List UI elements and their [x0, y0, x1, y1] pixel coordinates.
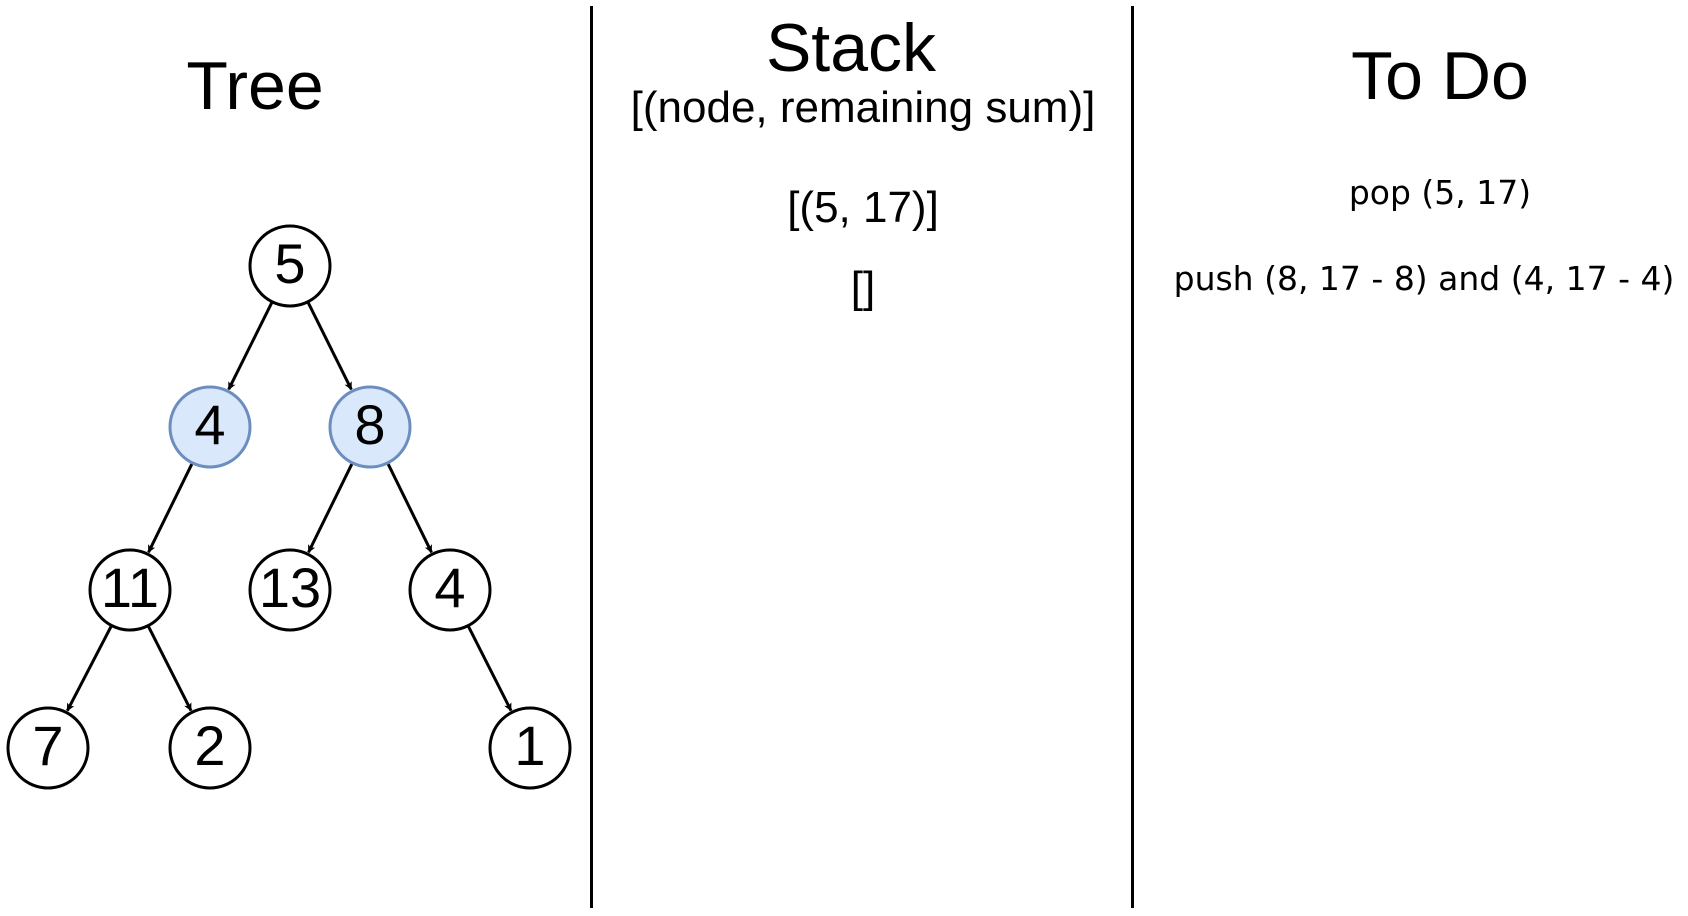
- tree-edge-n4-n11: [147, 462, 194, 554]
- tree-node-n8: 8: [328, 385, 412, 469]
- tree-node-n2: 2: [168, 706, 252, 790]
- stack-state-2: []: [850, 263, 876, 312]
- tree-node-n4b: 4: [408, 548, 492, 632]
- tree-node-circle: [168, 706, 252, 790]
- tree-node-n5: 5: [248, 224, 332, 308]
- column-divider-left: [590, 6, 593, 908]
- tree-node-label: 2: [194, 714, 225, 777]
- tree-edge-n4b-n1: [466, 625, 513, 712]
- tree-node-label: 7: [32, 714, 63, 777]
- tree-edge-n11-n2: [146, 625, 193, 712]
- tree-column-title: Tree: [186, 48, 324, 124]
- tree-node-n4: 4: [168, 385, 252, 469]
- tree-node-circle: [408, 548, 492, 632]
- tree-node-label: 5: [274, 232, 305, 295]
- column-divider-right: [1131, 6, 1134, 908]
- todo-step-2: push (8, 17 - 8) and (4, 17 - 4): [1173, 259, 1675, 298]
- stack-column-title: Stack: [765, 10, 937, 86]
- tree-node-label: 1: [514, 714, 545, 777]
- tree-node-circle: [6, 706, 90, 790]
- tree-node-n11: 11: [88, 548, 172, 632]
- todo-column-title: To Do: [1351, 38, 1529, 114]
- tree-node-label: 8: [354, 393, 385, 456]
- stack-state-1: [(5, 17)]: [787, 183, 939, 232]
- tree-node-circle: [88, 548, 172, 632]
- tree-edge-n5-n8: [306, 301, 353, 391]
- tree-node-n13: 13: [248, 548, 332, 632]
- tree-node-label: 11: [101, 556, 159, 619]
- tree-node-circle: [328, 385, 412, 469]
- tree-node-label: 4: [434, 556, 465, 619]
- tree-edge-n8-n13: [307, 462, 354, 554]
- tree-node-n1: 1: [488, 706, 572, 790]
- tree-node-circle: [488, 706, 572, 790]
- tree-node-circle: [168, 385, 252, 469]
- tree-edge-n11-n7: [66, 624, 113, 712]
- tree-edge-n5-n4: [227, 301, 274, 391]
- stack-column-subtitle: [(node, remaining sum)]: [630, 83, 1096, 132]
- tree-node-label: 4: [194, 393, 225, 456]
- todo-step-1: pop (5, 17): [1348, 173, 1532, 212]
- tree-node-n7: 7: [6, 706, 90, 790]
- tree-node-circle: [248, 548, 332, 632]
- binary-tree-diagram: 5 4 8 11 13 4 7 2 1: [6, 224, 572, 790]
- tree-node-label: 13: [259, 556, 321, 619]
- tree-edge-n8-n4b: [386, 462, 433, 554]
- tree-node-circle: [248, 224, 332, 308]
